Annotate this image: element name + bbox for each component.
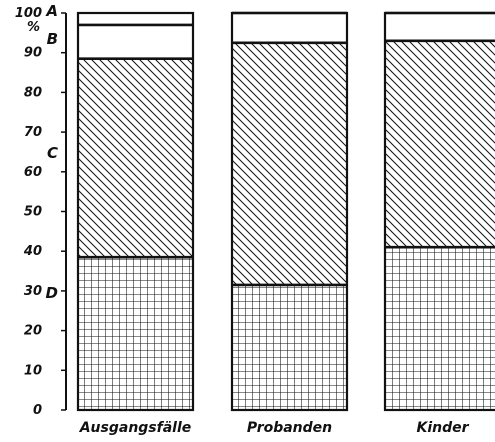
y-tick-label: 50 bbox=[24, 205, 42, 220]
bar-segment-d-2 bbox=[231, 284, 348, 411]
segment-label-d: D bbox=[46, 284, 58, 302]
bar-segment-d-3 bbox=[384, 246, 495, 411]
y-unit-label: % bbox=[27, 20, 40, 35]
bar-segment-c-1 bbox=[77, 57, 194, 258]
bar-segment-c-3 bbox=[384, 39, 495, 249]
bar-outline-3 bbox=[383, 11, 495, 412]
category-label: Probanden bbox=[247, 420, 332, 436]
y-tick-label: 70 bbox=[24, 125, 42, 140]
y-tick-label: 40 bbox=[23, 244, 42, 259]
bar-segment-b-3 bbox=[384, 12, 495, 42]
segment-label-c: C bbox=[47, 144, 58, 162]
bar-segment-b-2 bbox=[231, 12, 348, 44]
category-label: Ausgangsfälle bbox=[79, 420, 192, 436]
y-tick-label: 90 bbox=[24, 46, 42, 61]
bar-outline-2 bbox=[230, 11, 349, 412]
y-tick-label: 100 bbox=[15, 6, 42, 21]
y-tick-label: 80 bbox=[24, 85, 42, 100]
y-tick-label: 0 bbox=[33, 403, 42, 418]
y-tick-label: 20 bbox=[24, 324, 42, 339]
chart-area: 0 10 20 30 40 50 60 70 80 90 100% Ausgangsfälle Prob… bbox=[15, 2, 495, 436]
y-tick-label: 60 bbox=[24, 165, 42, 180]
bar-segment-d-1 bbox=[77, 256, 194, 411]
bar-segment-b-1 bbox=[77, 24, 194, 60]
bar-segment-a-1 bbox=[77, 12, 194, 26]
category-label: Kinder bbox=[416, 420, 469, 436]
bar-outline-1 bbox=[76, 11, 195, 412]
bar-segment-c-2 bbox=[231, 41, 348, 286]
y-tick-label: 10 bbox=[24, 363, 42, 378]
segment-label-a: A bbox=[45, 2, 58, 20]
y-tick-label: 30 bbox=[24, 284, 42, 299]
segment-label-b: B bbox=[47, 30, 58, 48]
